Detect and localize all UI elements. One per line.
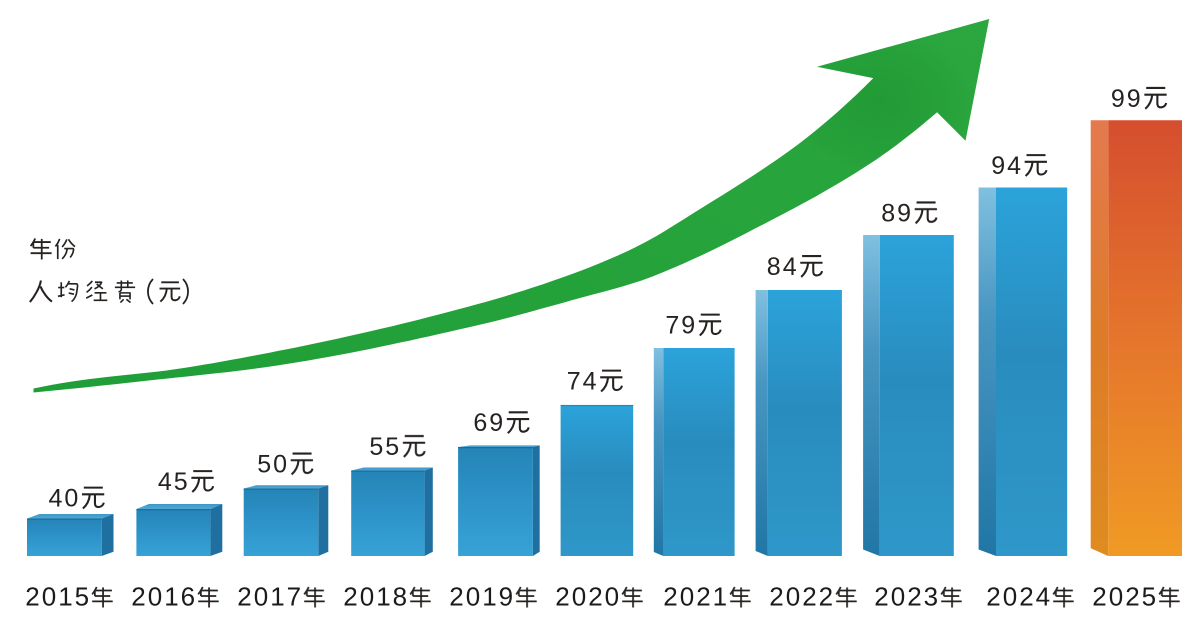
svg-text:74: 74	[567, 368, 599, 396]
svg-text:69: 69	[473, 409, 505, 437]
svg-text:84: 84	[767, 253, 799, 281]
svg-text:50: 50	[257, 450, 289, 478]
svg-text:55: 55	[369, 433, 401, 461]
svg-text:99: 99	[1111, 85, 1143, 113]
svg-text:79: 79	[665, 312, 697, 340]
svg-text:2025: 2025	[1092, 582, 1158, 612]
svg-text:45: 45	[158, 468, 190, 496]
svg-text:2022: 2022	[769, 582, 835, 612]
svg-text:2019: 2019	[449, 582, 515, 612]
svg-text:2018: 2018	[343, 582, 409, 612]
svg-text:89: 89	[881, 199, 913, 227]
svg-text:2017: 2017	[237, 582, 303, 612]
svg-text:40: 40	[49, 485, 81, 513]
svg-text:2016: 2016	[131, 582, 197, 612]
svg-text:94: 94	[991, 152, 1023, 180]
svg-text:2023: 2023	[874, 582, 940, 612]
svg-text:2021: 2021	[663, 582, 729, 612]
svg-text:2024: 2024	[986, 582, 1052, 612]
svg-text:2020: 2020	[555, 582, 621, 612]
svg-text:2015: 2015	[25, 582, 91, 612]
